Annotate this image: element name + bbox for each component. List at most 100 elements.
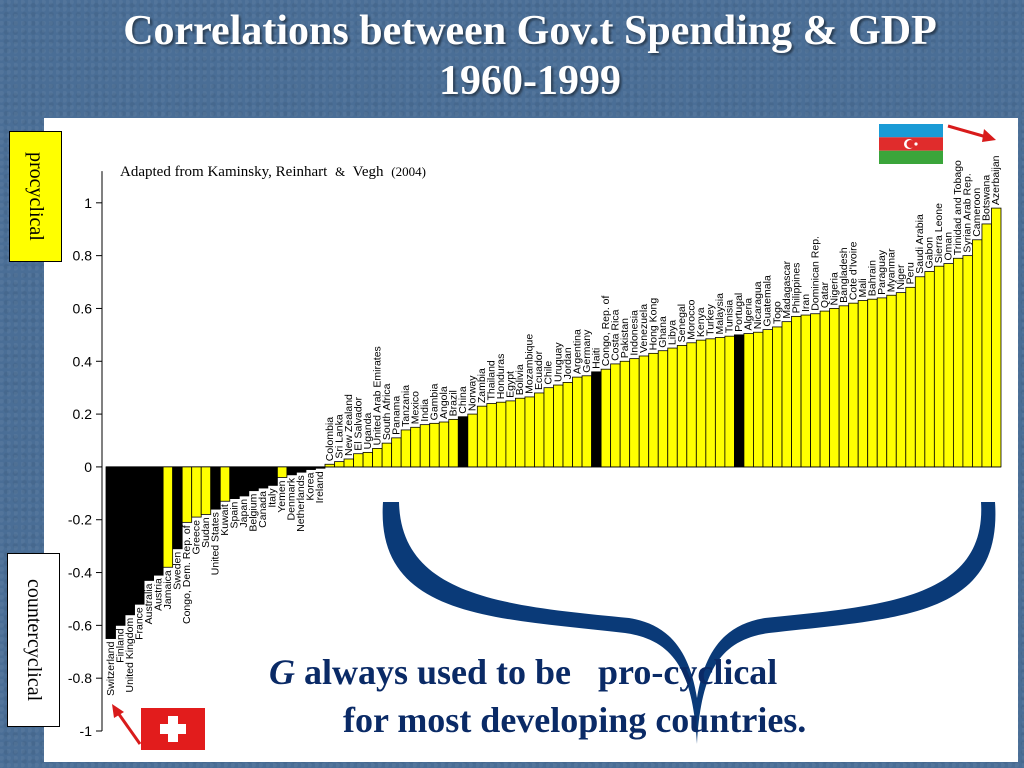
country-label: Nicaragua — [752, 281, 764, 329]
country-label: Denmark — [286, 477, 298, 520]
bar — [353, 453, 364, 468]
country-label: Panama — [390, 396, 402, 435]
y-tick-label: 0 — [84, 459, 92, 475]
country-label: Finland — [114, 628, 126, 663]
bar — [924, 271, 935, 468]
bar — [714, 337, 726, 468]
slide-title-line1: Correlations between Gov.t Spending & GD… — [123, 8, 937, 54]
bar — [933, 265, 945, 468]
y-tick-label: 1 — [84, 195, 92, 211]
country-label: United Kingdom — [124, 618, 136, 693]
bar — [734, 334, 745, 468]
callout-line2: for most developing countries. — [343, 700, 807, 740]
bar — [591, 371, 602, 468]
country-label: Haiti — [590, 348, 602, 369]
country-label: New Zealand — [343, 394, 355, 456]
bar — [410, 426, 421, 468]
countercyclical-label: countercyclical — [7, 553, 60, 727]
y-tick-label: 0.6 — [73, 300, 93, 316]
country-label: Jordan — [562, 347, 574, 379]
bar — [829, 308, 840, 468]
bar — [543, 387, 554, 468]
callout-line1: G always used to be pro-cyclical — [255, 648, 945, 696]
bar — [495, 401, 507, 468]
azerbaijan-flag-icon — [879, 124, 943, 164]
bar — [457, 416, 469, 468]
bar — [991, 207, 1002, 468]
bar — [438, 421, 450, 468]
slide-title-line2: 1960-1999 — [439, 58, 621, 104]
country-label: China — [457, 386, 469, 414]
procyclical-label: procyclical — [9, 131, 62, 262]
bar — [886, 294, 897, 468]
y-tick-label: -1 — [80, 723, 93, 739]
bar — [143, 466, 155, 581]
arrow-to-azerbaijan-icon — [947, 124, 996, 142]
source-note-main: Adapted from Kaminsky, Reinhart — [120, 164, 328, 180]
country-label: Kenya — [695, 307, 707, 337]
country-label: France — [133, 607, 145, 640]
country-label: Germany — [581, 329, 593, 373]
country-label: El Salvador — [352, 397, 364, 451]
bar — [581, 375, 592, 468]
bar — [572, 376, 583, 468]
bar — [276, 466, 288, 478]
country-label: Paraguay — [876, 249, 888, 295]
country-label: Qatar — [819, 281, 831, 308]
bar — [286, 466, 297, 476]
country-label: Norway — [467, 375, 479, 411]
country-label: United States — [209, 512, 221, 575]
bar — [429, 422, 440, 468]
country-label: Bahrain — [866, 260, 878, 296]
bar — [676, 345, 688, 468]
country-label: Peru — [905, 262, 917, 284]
bar — [505, 400, 516, 468]
country-label: Honduras — [495, 354, 507, 400]
bar — [772, 326, 783, 468]
country-label: Ireland — [314, 471, 326, 503]
country-label: Sierra Leone — [933, 203, 945, 263]
country-label: Algeria — [743, 298, 755, 331]
country-label: Tanzania — [400, 385, 412, 427]
y-tick-label: 0.4 — [73, 353, 93, 369]
country-label: Spain — [229, 501, 241, 528]
country-label: Gambia — [428, 383, 440, 420]
bar — [381, 442, 393, 468]
bar — [762, 329, 773, 468]
bar — [819, 310, 831, 468]
bar — [200, 466, 212, 515]
bar — [467, 413, 478, 468]
country-label: Hong Kong — [647, 298, 659, 351]
country-label: Korea — [305, 472, 317, 500]
y-tick-label: 0.8 — [73, 248, 93, 264]
bar — [895, 292, 907, 468]
bar — [810, 313, 821, 468]
country-label: Brazil — [448, 390, 460, 416]
country-label: Mexico — [409, 391, 421, 424]
country-label: Congo, Rep. of — [600, 295, 612, 366]
y-tick-label: 0.2 — [73, 406, 93, 422]
country-label: Malaysia — [714, 293, 726, 335]
country-label: Egypt — [505, 371, 517, 398]
bar — [667, 347, 678, 468]
country-label: Belgium — [248, 493, 260, 531]
country-label: Venezuela — [638, 304, 650, 353]
bar — [629, 358, 640, 468]
bar — [848, 302, 859, 468]
country-label: Uruguay — [552, 342, 564, 382]
bar — [257, 466, 269, 489]
source-note-author: Vegh — [353, 164, 384, 180]
bar — [753, 331, 764, 468]
bar — [210, 466, 221, 510]
bar — [362, 451, 373, 468]
country-label: Oman — [943, 232, 955, 261]
callout-text: G always used to be pro-cyclical for mos… — [255, 648, 945, 744]
bar — [324, 463, 335, 468]
country-label: Ecuador — [533, 350, 545, 390]
bar — [905, 286, 916, 468]
y-tick-label: -0.6 — [68, 617, 92, 633]
country-label: Mali — [857, 278, 869, 297]
bar — [191, 466, 202, 518]
country-label: Argentina — [571, 329, 583, 374]
